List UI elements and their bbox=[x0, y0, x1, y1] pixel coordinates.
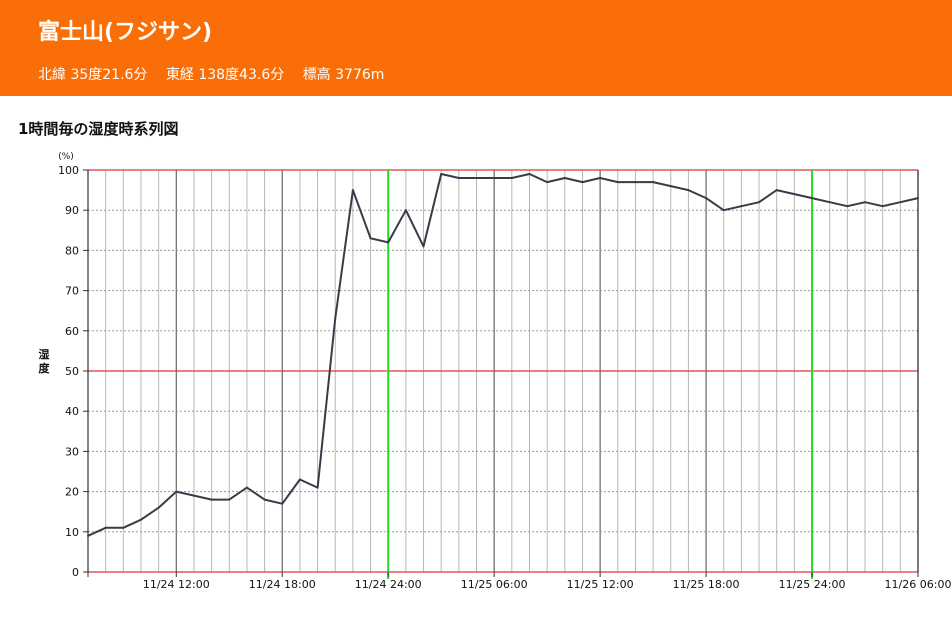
y-axis-label: 湿 bbox=[39, 347, 50, 361]
data-point bbox=[334, 317, 337, 320]
data-point bbox=[652, 181, 655, 184]
data-point bbox=[351, 189, 354, 192]
station-info: 北緯 35度21.6分 東経 138度43.6分 標高 3776m bbox=[38, 64, 398, 84]
chart-section-title: 1時間毎の湿度時系列図 bbox=[18, 120, 179, 138]
data-point bbox=[775, 189, 778, 192]
data-point bbox=[881, 205, 884, 208]
y-tick-label: 100 bbox=[58, 164, 79, 177]
data-point bbox=[616, 181, 619, 184]
data-point bbox=[917, 197, 919, 200]
data-point bbox=[758, 201, 761, 204]
y-tick-label: 10 bbox=[65, 526, 79, 539]
x-tick-label: 11/24 18:00 bbox=[249, 578, 316, 591]
y-unit-label: (%) bbox=[58, 152, 74, 162]
x-tick-label: 11/25 12:00 bbox=[567, 578, 634, 591]
data-point bbox=[245, 486, 248, 489]
data-point bbox=[793, 193, 796, 196]
y-tick-label: 30 bbox=[65, 445, 79, 458]
data-point bbox=[864, 201, 867, 204]
latitude: 北緯 35度21.6分 bbox=[38, 67, 148, 83]
data-point bbox=[828, 201, 831, 204]
data-point bbox=[316, 486, 319, 489]
y-axis-label: 度 bbox=[39, 361, 51, 375]
data-point bbox=[581, 181, 584, 184]
data-point bbox=[493, 177, 496, 180]
y-tick-label: 80 bbox=[65, 244, 79, 257]
data-point bbox=[104, 526, 107, 529]
data-point bbox=[87, 534, 89, 537]
data-point bbox=[563, 177, 566, 180]
data-point bbox=[510, 177, 513, 180]
elevation: 標高 3776m bbox=[302, 67, 385, 83]
data-point bbox=[192, 494, 195, 497]
data-point bbox=[740, 205, 743, 208]
x-tick-label: 11/24 12:00 bbox=[143, 578, 210, 591]
y-tick-label: 0 bbox=[72, 566, 79, 579]
data-point bbox=[546, 181, 549, 184]
data-point bbox=[263, 498, 266, 501]
data-point bbox=[281, 502, 284, 505]
station-header: 富士山(フジサン) 北緯 35度21.6分 東経 138度43.6分 標高 37… bbox=[0, 0, 952, 96]
data-point bbox=[139, 518, 142, 521]
data-point bbox=[440, 173, 443, 176]
data-point bbox=[387, 241, 390, 244]
data-point bbox=[404, 209, 407, 212]
x-tick-label: 11/25 24:00 bbox=[779, 578, 846, 591]
data-point bbox=[175, 490, 178, 493]
longitude: 東経 138度43.6分 bbox=[165, 67, 285, 83]
x-tick-label: 11/25 06:00 bbox=[461, 578, 528, 591]
data-point bbox=[298, 478, 301, 481]
data-point bbox=[899, 201, 902, 204]
y-tick-label: 60 bbox=[65, 325, 79, 338]
data-point bbox=[528, 173, 531, 176]
y-tick-label: 90 bbox=[65, 204, 79, 217]
data-point bbox=[228, 498, 231, 501]
data-point bbox=[687, 189, 690, 192]
data-point bbox=[210, 498, 213, 501]
data-point bbox=[157, 506, 160, 509]
y-tick-label: 20 bbox=[65, 486, 79, 499]
data-point bbox=[369, 237, 372, 240]
data-point bbox=[422, 245, 425, 248]
station-name: 富士山(フジサン) bbox=[38, 20, 213, 45]
data-point bbox=[705, 197, 708, 200]
data-point bbox=[811, 197, 814, 200]
data-point bbox=[634, 181, 637, 184]
data-point bbox=[599, 177, 602, 180]
data-point bbox=[457, 177, 460, 180]
x-tick-label: 11/25 18:00 bbox=[673, 578, 740, 591]
data-point bbox=[122, 526, 125, 529]
data-point bbox=[722, 209, 725, 212]
x-tick-label: 11/24 24:00 bbox=[355, 578, 422, 591]
data-point bbox=[475, 177, 478, 180]
data-point bbox=[846, 205, 849, 208]
humidity-series-line bbox=[87, 173, 919, 537]
y-tick-label: 50 bbox=[65, 365, 79, 378]
y-tick-label: 70 bbox=[65, 285, 79, 298]
x-tick-label: 11/26 06:00 bbox=[885, 578, 952, 591]
data-point bbox=[669, 185, 672, 188]
y-tick-label: 40 bbox=[65, 405, 79, 418]
